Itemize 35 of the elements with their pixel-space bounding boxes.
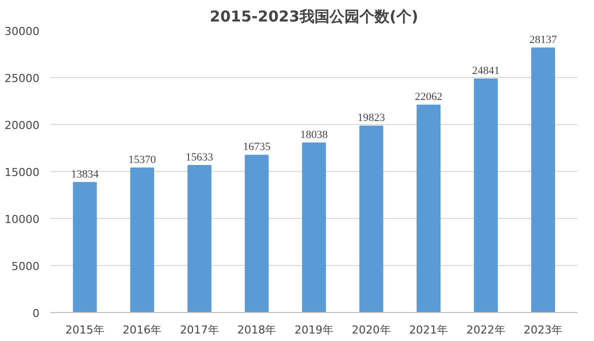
y-tick-label: 10000 [4,213,40,226]
bar [244,154,269,312]
x-tick-label: 2020年 [352,324,391,336]
y-tick-label: 30000 [4,25,40,38]
data-label: 19823 [358,112,386,124]
data-label: 28137 [529,34,558,46]
bar [416,104,441,312]
data-label: 22062 [414,91,442,104]
data-label: 24841 [472,64,500,77]
y-tick-label: 15000 [4,166,40,179]
bar [359,126,384,312]
data-label: 13834 [71,168,100,180]
bar [531,48,556,312]
y-tick-label: 0 [32,307,40,320]
data-label: 15370 [128,154,156,166]
data-label: 16735 [242,141,271,154]
bar [130,168,154,312]
x-tick-label: 2022年 [466,324,506,336]
data-label: 15633 [186,152,214,164]
bar [302,142,326,312]
x-tick-label: 2017年 [180,324,219,336]
bar [187,165,212,312]
y-tick-label: 20000 [4,119,40,132]
x-tick-label: 2019年 [294,324,334,336]
bar [72,182,97,312]
x-tick-label: 2015年 [65,324,104,336]
bar [474,78,498,312]
x-tick-label: 2018年 [237,324,276,336]
y-tick-label: 25000 [4,72,40,85]
y-tick-label: 5000 [12,260,40,273]
chart-title: 2015-2023我国公园个数(个) [210,8,418,26]
x-tick-label: 2023年 [524,324,563,336]
data-label: 18038 [300,128,328,141]
x-tick-label: 2016年 [122,324,162,336]
x-tick-label: 2021年 [409,324,448,336]
